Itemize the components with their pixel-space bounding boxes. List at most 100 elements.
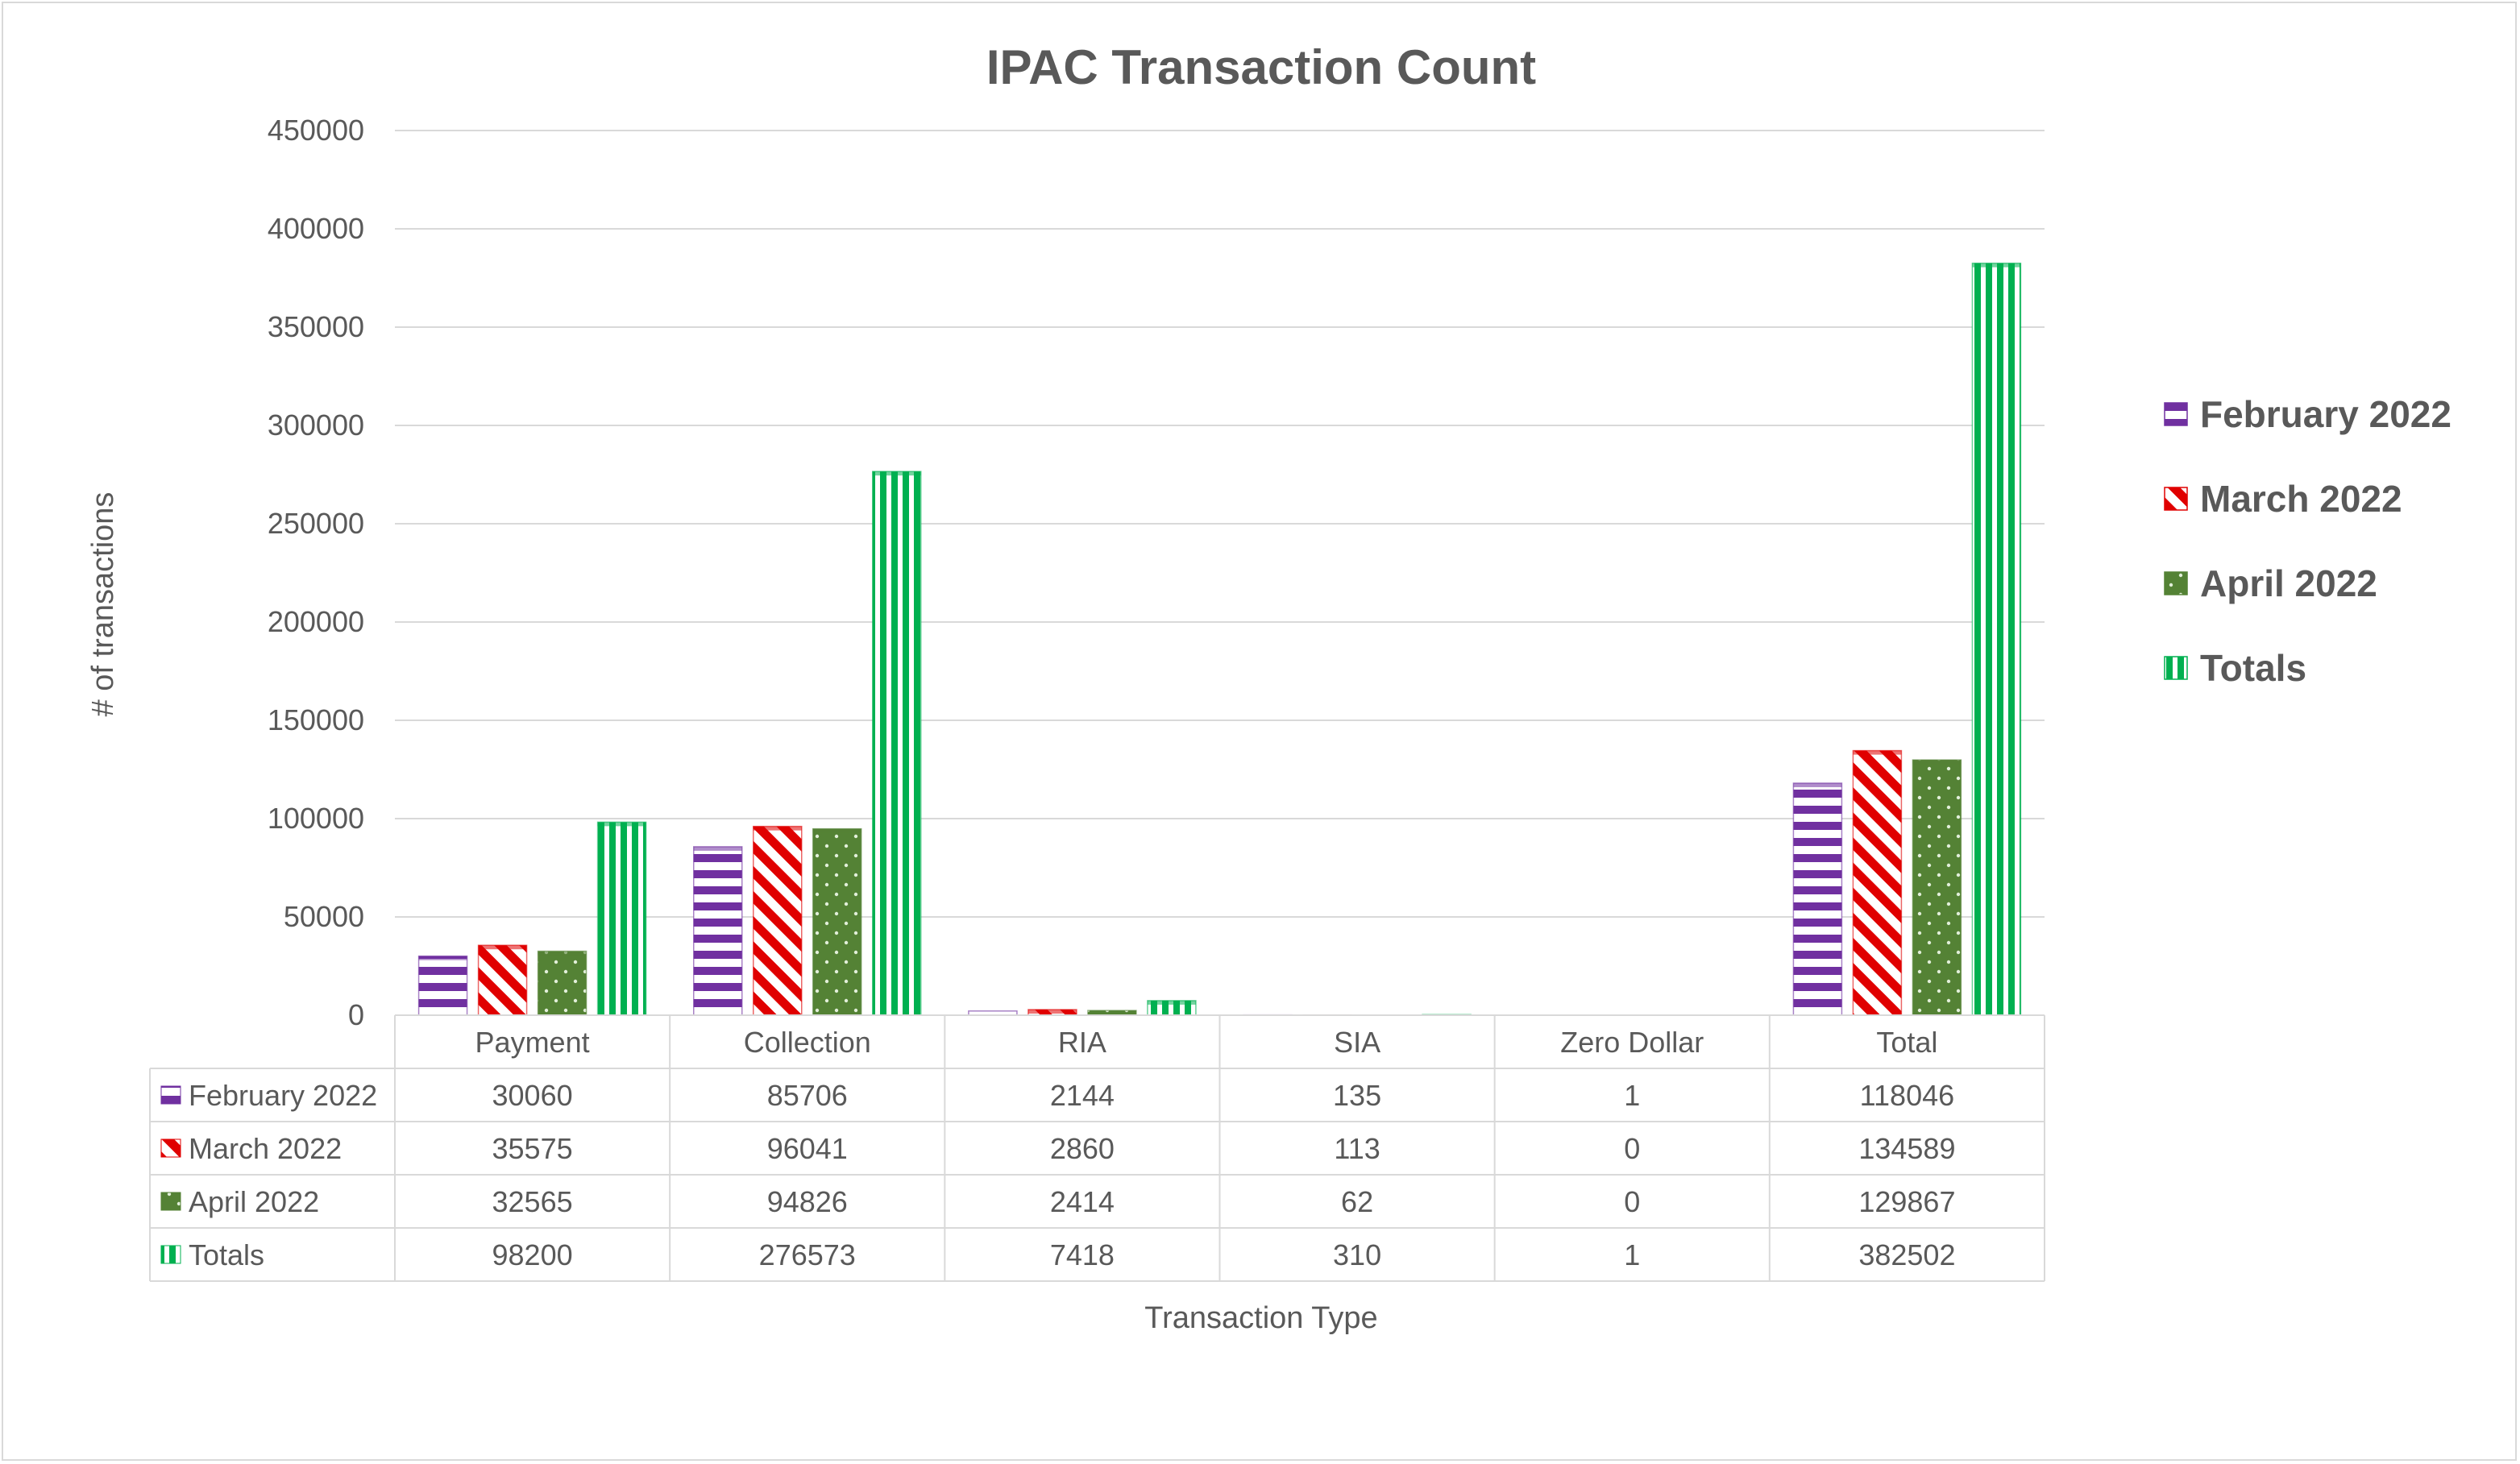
table-cell: 2860 — [1050, 1132, 1115, 1165]
legend-swatch — [2164, 656, 2188, 680]
bar-cap — [753, 826, 802, 831]
bar-fill — [693, 846, 742, 1015]
bar-fill — [872, 471, 921, 1015]
legend-label: March 2022 — [2200, 478, 2402, 520]
legend-label: Totals — [2200, 647, 2306, 689]
legend-item: March 2022 — [2164, 478, 2402, 520]
table-cell: 2414 — [1050, 1185, 1115, 1218]
table-series-name: March 2022 — [189, 1132, 342, 1165]
bar-fill — [1972, 263, 2021, 1015]
y-axis-label: # of transactions — [86, 492, 120, 717]
legend-swatch — [2164, 487, 2188, 511]
table-series-name: February 2022 — [189, 1079, 377, 1112]
table-series-name: Totals — [189, 1238, 264, 1271]
table-cell: 85706 — [767, 1079, 848, 1112]
data-table: Payment Collection RIA SIA Zero Dollar Total F… — [149, 1014, 2045, 1282]
y-tick-label: 400000 — [268, 212, 364, 245]
bars — [395, 262, 2045, 1016]
bar — [596, 821, 647, 1016]
y-tick-label: 250000 — [268, 507, 364, 540]
bar-fill — [478, 945, 527, 1015]
table-cell: 135 — [1333, 1079, 1381, 1112]
y-tick-label: 200000 — [268, 605, 364, 638]
bar-cap — [693, 846, 742, 851]
bar-cap — [478, 945, 527, 950]
y-tick-label: 350000 — [268, 310, 364, 343]
y-tick-label: 450000 — [268, 114, 364, 147]
table-cell: 113 — [1334, 1132, 1380, 1165]
bar — [1147, 1000, 1197, 1016]
bar-cap — [418, 956, 467, 960]
bar — [417, 955, 468, 1016]
x-tick-label: Zero Dollar — [1560, 1026, 1704, 1059]
table-cell: 30060 — [492, 1079, 573, 1112]
legend-swatch — [2164, 571, 2188, 595]
legend-label: February 2022 — [2200, 393, 2451, 435]
table-cell: 0 — [1624, 1185, 1640, 1218]
legend: February 2022 March 2022 April 2022 Totals — [2164, 393, 2451, 689]
bar — [812, 827, 862, 1016]
bar — [1792, 782, 1843, 1016]
table-cell: 35575 — [492, 1132, 573, 1165]
legend-label: April 2022 — [2200, 562, 2377, 604]
table-legend-key — [160, 1192, 181, 1211]
y-tick-label: 300000 — [268, 409, 364, 442]
bar-fill — [753, 826, 802, 1015]
bar — [477, 944, 528, 1016]
legend-item: Totals — [2164, 647, 2306, 689]
table-cell: 276573 — [759, 1238, 856, 1271]
table-cell: 310 — [1333, 1238, 1381, 1271]
bar — [693, 846, 743, 1016]
bar-cap — [538, 951, 587, 956]
bar — [537, 950, 587, 1016]
table-cell: 98200 — [492, 1238, 573, 1271]
bar-cap — [1028, 1010, 1077, 1014]
bar-fill — [812, 828, 861, 1015]
x-axis-label: Transaction Type — [1144, 1301, 1377, 1335]
table-cell: 1 — [1624, 1238, 1640, 1271]
bar-fill — [1853, 750, 1902, 1015]
bar-cap — [1912, 760, 1962, 765]
bar-cap — [872, 471, 921, 476]
table-cell: 7418 — [1050, 1238, 1115, 1271]
x-tick-label: Payment — [475, 1026, 590, 1059]
bar-fill — [1793, 782, 1842, 1015]
bar — [1852, 749, 1903, 1016]
bar — [753, 825, 803, 1016]
table-cell: 94826 — [767, 1185, 848, 1218]
legend-item: April 2022 — [2164, 562, 2377, 604]
bar-cap — [1972, 263, 2021, 268]
bar — [1912, 759, 1962, 1016]
table-cell: 1 — [1624, 1079, 1640, 1112]
bar-fill — [597, 822, 646, 1015]
table-cell: 118046 — [1860, 1079, 1954, 1112]
legend-item: February 2022 — [2164, 393, 2451, 435]
table-cell: 62 — [1341, 1185, 1373, 1218]
y-tick-label: 0 — [348, 998, 364, 1031]
table-cell: 0 — [1624, 1132, 1640, 1165]
y-tick-label: 100000 — [268, 802, 364, 835]
bar-fill — [1087, 1010, 1136, 1015]
chart-title: IPAC Transaction Count — [986, 40, 1536, 94]
bar-cap — [1147, 1000, 1196, 1005]
table-cell: 382502 — [1858, 1238, 1955, 1271]
x-tick-label: Total — [1876, 1026, 1937, 1059]
bar-fill — [1912, 760, 1962, 1015]
table-legend-key — [160, 1085, 181, 1105]
table-cell: 129867 — [1858, 1185, 1955, 1218]
table-cell: 134589 — [1858, 1132, 1955, 1165]
table-series-name: April 2022 — [189, 1185, 319, 1218]
y-tick-label: 150000 — [268, 703, 364, 736]
bar-fill — [418, 956, 467, 1015]
bar-fill — [538, 951, 587, 1015]
table-legend-key — [160, 1245, 181, 1264]
x-tick-label: Collection — [744, 1026, 871, 1059]
x-tick-label: SIA — [1334, 1026, 1380, 1059]
bar-cap — [812, 828, 861, 833]
legend-swatch — [2164, 402, 2188, 426]
table-cell: 32565 — [492, 1185, 573, 1218]
y-tick-label: 50000 — [284, 900, 364, 933]
bar-cap — [1853, 750, 1902, 755]
bar — [1971, 262, 2022, 1016]
